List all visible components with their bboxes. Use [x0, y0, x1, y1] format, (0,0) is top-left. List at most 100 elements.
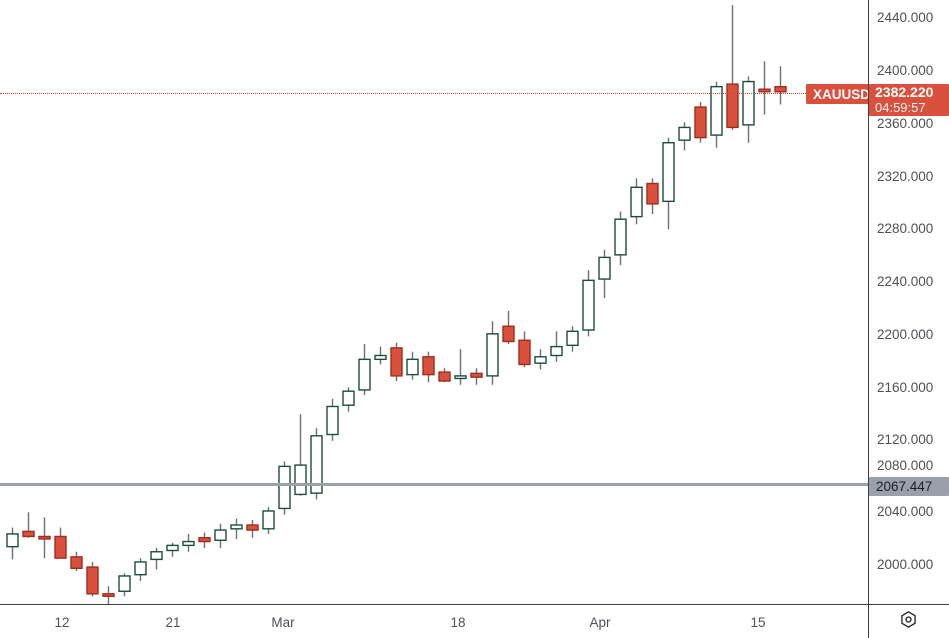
candlestick: [278, 461, 291, 515]
candle-body: [390, 347, 403, 377]
time-axis-divider: [868, 605, 869, 638]
candlestick: [198, 532, 211, 548]
candle-body: [54, 535, 67, 559]
candle-body: [614, 218, 627, 256]
time-axis-tick: Mar: [271, 615, 295, 630]
candlestick: [694, 101, 707, 143]
candlestick: [678, 122, 691, 151]
candlestick: [22, 512, 35, 538]
candle-body: [694, 106, 707, 139]
candle-body: [230, 524, 243, 530]
candle-body: [278, 465, 291, 510]
candlestick: [246, 519, 259, 538]
candlestick: [326, 398, 339, 441]
candlestick-series: [6, 5, 787, 604]
candle-body: [678, 126, 691, 141]
candle-body: [134, 561, 147, 576]
candlestick: [262, 507, 275, 534]
candle-body: [262, 510, 275, 530]
candlestick: [550, 331, 563, 362]
candle-body: [710, 85, 723, 136]
candlestick: [214, 523, 227, 548]
time-axis-tick: 12: [54, 615, 70, 630]
price-axis-tick: 2080.000: [877, 458, 934, 473]
price-axis-tick: 2320.000: [877, 169, 934, 184]
symbol-tag[interactable]: XAUUSD: [806, 84, 878, 104]
candle-body: [86, 566, 99, 595]
candlestick: [454, 349, 467, 385]
candle-body: [406, 358, 419, 376]
price-axis-tick: 2240.000: [877, 274, 934, 289]
chart-plot-area[interactable]: [0, 0, 868, 604]
candle-body: [246, 524, 259, 531]
candle-body: [566, 330, 579, 347]
candle-body: [118, 575, 131, 592]
candle-body: [198, 537, 211, 543]
candle-body: [454, 375, 467, 380]
candlestick: [774, 66, 787, 105]
candlestick: [102, 586, 115, 604]
candle-body: [182, 540, 195, 547]
candlestick: [230, 518, 243, 540]
candlestick: [182, 533, 195, 552]
candlestick: [614, 211, 627, 266]
candle-body: [742, 80, 755, 126]
candlestick: [486, 321, 499, 385]
candlestick: [502, 310, 515, 345]
time-axis-tick: Apr: [589, 615, 611, 630]
time-axis-tick: 15: [750, 615, 766, 630]
candle-body: [310, 435, 323, 494]
candlestick: [518, 331, 531, 367]
candle-body: [774, 85, 787, 93]
candle-body: [326, 405, 339, 436]
candlestick: [406, 351, 419, 380]
candlestick: [38, 517, 51, 559]
candle-body: [502, 325, 515, 343]
candlestick: [758, 61, 771, 115]
price-axis-tick: 2160.000: [877, 380, 934, 395]
candle-body: [102, 593, 115, 598]
candle-body: [470, 372, 483, 378]
candlestick: [294, 414, 307, 496]
time-axis-tick: 18: [450, 615, 466, 630]
candle-body: [726, 83, 739, 129]
candlestick: [390, 342, 403, 382]
candle-body: [294, 464, 307, 496]
candle-body: [22, 530, 35, 538]
candlestick: [6, 527, 19, 560]
candlestick: [582, 270, 595, 337]
candlestick: [358, 344, 371, 396]
candlestick: [438, 368, 451, 383]
candlestick: [150, 547, 163, 570]
candle-body: [630, 186, 643, 218]
candle-body: [166, 544, 179, 552]
candlestick: [726, 5, 739, 130]
candle-body: [438, 371, 451, 382]
candlestick: [566, 326, 579, 352]
price-axis-tick: 2360.000: [877, 116, 934, 131]
candlestick: [534, 349, 547, 370]
hexagon-settings-icon: [899, 610, 918, 634]
candlestick: [662, 137, 675, 230]
candle-body: [582, 279, 595, 331]
chart-settings-button[interactable]: [868, 605, 949, 638]
candlestick: [166, 542, 179, 557]
time-axis[interactable]: 12 21 Mar 18 Apr 15: [0, 604, 949, 638]
candle-body: [38, 535, 51, 540]
reference-price-badge[interactable]: 2067.447: [869, 477, 949, 496]
candle-body: [662, 142, 675, 203]
candle-body: [646, 182, 659, 205]
candlestick: [710, 81, 723, 148]
candle-body: [6, 533, 19, 548]
candle-body: [214, 529, 227, 541]
candle-body: [70, 556, 83, 570]
candlestick: [646, 178, 659, 215]
candlestick: [422, 351, 435, 383]
current-price-line: [0, 93, 868, 94]
candlestick: [70, 551, 83, 571]
candlestick: [54, 527, 67, 559]
candle-body: [486, 333, 499, 377]
price-axis-tick: 2040.000: [877, 504, 934, 519]
current-price-badge[interactable]: 2382.220 04:59:57: [869, 84, 949, 116]
